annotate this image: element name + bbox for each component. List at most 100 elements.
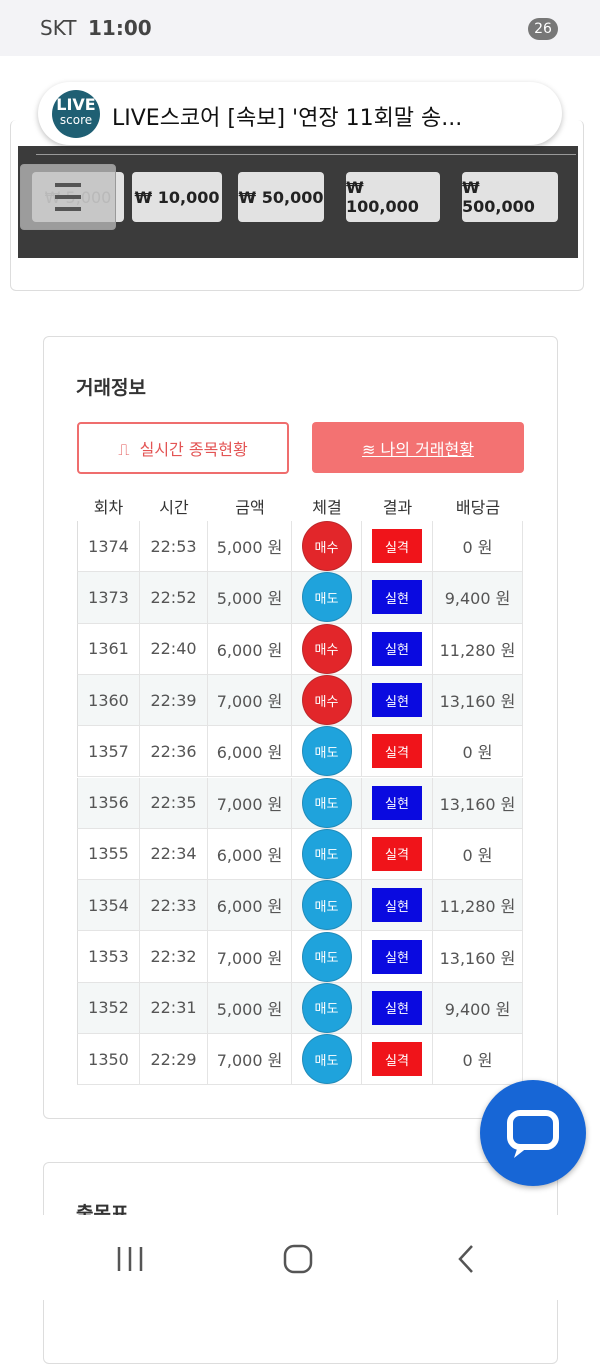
app-logo: LIVE score [52,90,100,138]
time-cell: 22:33 [140,880,208,932]
trade-badge: 매도 [301,572,352,623]
amount-panel: ₩ 5,000₩ 10,000₩ 50,000₩ 100,000₩ 500,00… [18,146,578,258]
clock: 11:00 [88,16,152,40]
trade-badge: 매도 [301,880,352,931]
trade-cell: 매도 [292,880,362,932]
result-badge: 실격 [372,836,422,871]
result-badge: 실현 [372,990,422,1025]
menu-icon [55,183,81,211]
column-header: 체결 [312,498,342,517]
result-badge: 실현 [372,785,422,820]
column-header: 회차 [93,498,124,517]
column-header: 금액 [235,498,265,517]
result-cell: 실현 [362,572,433,624]
amount-cell: 6,000 원 [208,880,292,932]
result-cell: 실현 [362,880,433,932]
trade-badge: 매수 [301,521,352,572]
payout-cell: 0 원 [433,726,523,778]
amount-cell: 6,000 원 [208,623,292,675]
time-cell: 22:35 [140,777,208,829]
status-bar: SKT 11:00 26 [0,0,600,56]
tab-label-text: 실시간 종목현황 [139,440,248,459]
chat-button[interactable] [480,1080,586,1186]
result-badge: 실격 [372,529,422,564]
trade-badge: 매수 [301,675,352,726]
battery: 26 [528,18,558,40]
result-cell: 실격 [362,828,433,881]
nav-bar [0,1215,600,1300]
time-cell: 22:40 [140,623,208,675]
payout-cell: 13,160 원 [433,777,523,829]
time-cell: 22:32 [140,931,208,983]
round-cell: 1360 [77,674,140,727]
column-header: 결과 [382,498,413,517]
chat-icon [507,1110,559,1158]
amount-cell: 5,000 원 [208,572,292,624]
time-cell: 22:29 [140,1034,208,1086]
amount-button[interactable]: ₩ 500,000 [462,172,558,222]
payout-cell: 0 원 [433,1034,523,1086]
trade-cell: 매도 [292,931,362,983]
result-cell: 실현 [362,777,433,829]
time-cell: 22:52 [140,572,208,624]
amount-cell: 7,000 원 [208,1034,292,1086]
logo-text: LIVE [56,95,96,114]
amount-button[interactable]: ₩ 50,000 [238,172,324,222]
amount-cell: 7,000 원 [208,674,292,727]
result-badge: 실현 [372,939,422,974]
result-badge: 실격 [372,734,422,769]
nav-icons [117,1244,473,1274]
tab-button[interactable]: ≋ 나의 거래현황 [312,422,524,473]
time-cell: 22:53 [140,521,208,573]
payout-cell: 11,280 원 [433,880,523,932]
round-cell: 1352 [77,982,140,1034]
round-cell: 1350 [77,1034,140,1086]
result-cell: 실현 [362,674,433,727]
round-cell: 1353 [77,931,140,983]
result-cell: 실현 [362,931,433,983]
result-cell: 실격 [362,521,433,573]
result-cell: 실격 [362,726,433,778]
notification-text: LIVE스코어 [속보] '연장 11회말 송... [112,106,463,131]
trade-badge: 매도 [301,777,352,828]
trade-cell: 매도 [292,828,362,881]
trade-cell: 매도 [292,572,362,624]
notification-banner[interactable]: LIVE score LIVE스코어 [속보] '연장 11회말 송... [38,82,562,145]
carrier: SKT [40,16,77,40]
time-cell: 22:39 [140,674,208,727]
tab-label: ≋ 나의 거래현황 [362,439,474,459]
amount-cell: 6,000 원 [208,726,292,778]
time-cell: 22:31 [140,982,208,1034]
payout-cell: 13,160 원 [433,931,523,983]
payout-cell: 0 원 [433,521,523,573]
trade-badge: 매도 [301,828,352,879]
amount-button[interactable]: ₩ 10,000 [132,172,222,222]
trade-badge: 매도 [301,726,352,777]
trade-cell: 매도 [292,982,362,1034]
time-cell: 22:34 [140,828,208,881]
tab-label-text: 나의 거래현황 [380,439,474,459]
logo-text: score [59,113,93,127]
round-cell: 1361 [77,623,140,675]
menu-button[interactable] [20,164,116,230]
payout-cell: 9,400 원 [433,982,523,1034]
tab-button[interactable]: ⎍ 실시간 종목현황 [77,422,289,474]
round-cell: 1374 [77,521,140,573]
section-title: 거래정보 [76,377,146,399]
round-cell: 1373 [77,572,140,624]
round-cell: 1357 [77,726,140,778]
result-badge: 실격 [372,1042,422,1077]
amount-cell: 7,000 원 [208,931,292,983]
result-badge: 실현 [372,888,422,923]
trade-cell: 매수 [292,674,362,727]
result-badge: 실현 [372,683,422,718]
amount-button[interactable]: ₩ 100,000 [346,172,440,222]
result-cell: 실현 [362,623,433,675]
column-header: 시간 [159,498,189,517]
payout-cell: 11,280 원 [433,623,523,675]
trade-cell: 매도 [292,726,362,778]
result-badge: 실현 [372,631,422,666]
result-cell: 실격 [362,1034,433,1086]
trade-badge: 매수 [301,623,352,674]
